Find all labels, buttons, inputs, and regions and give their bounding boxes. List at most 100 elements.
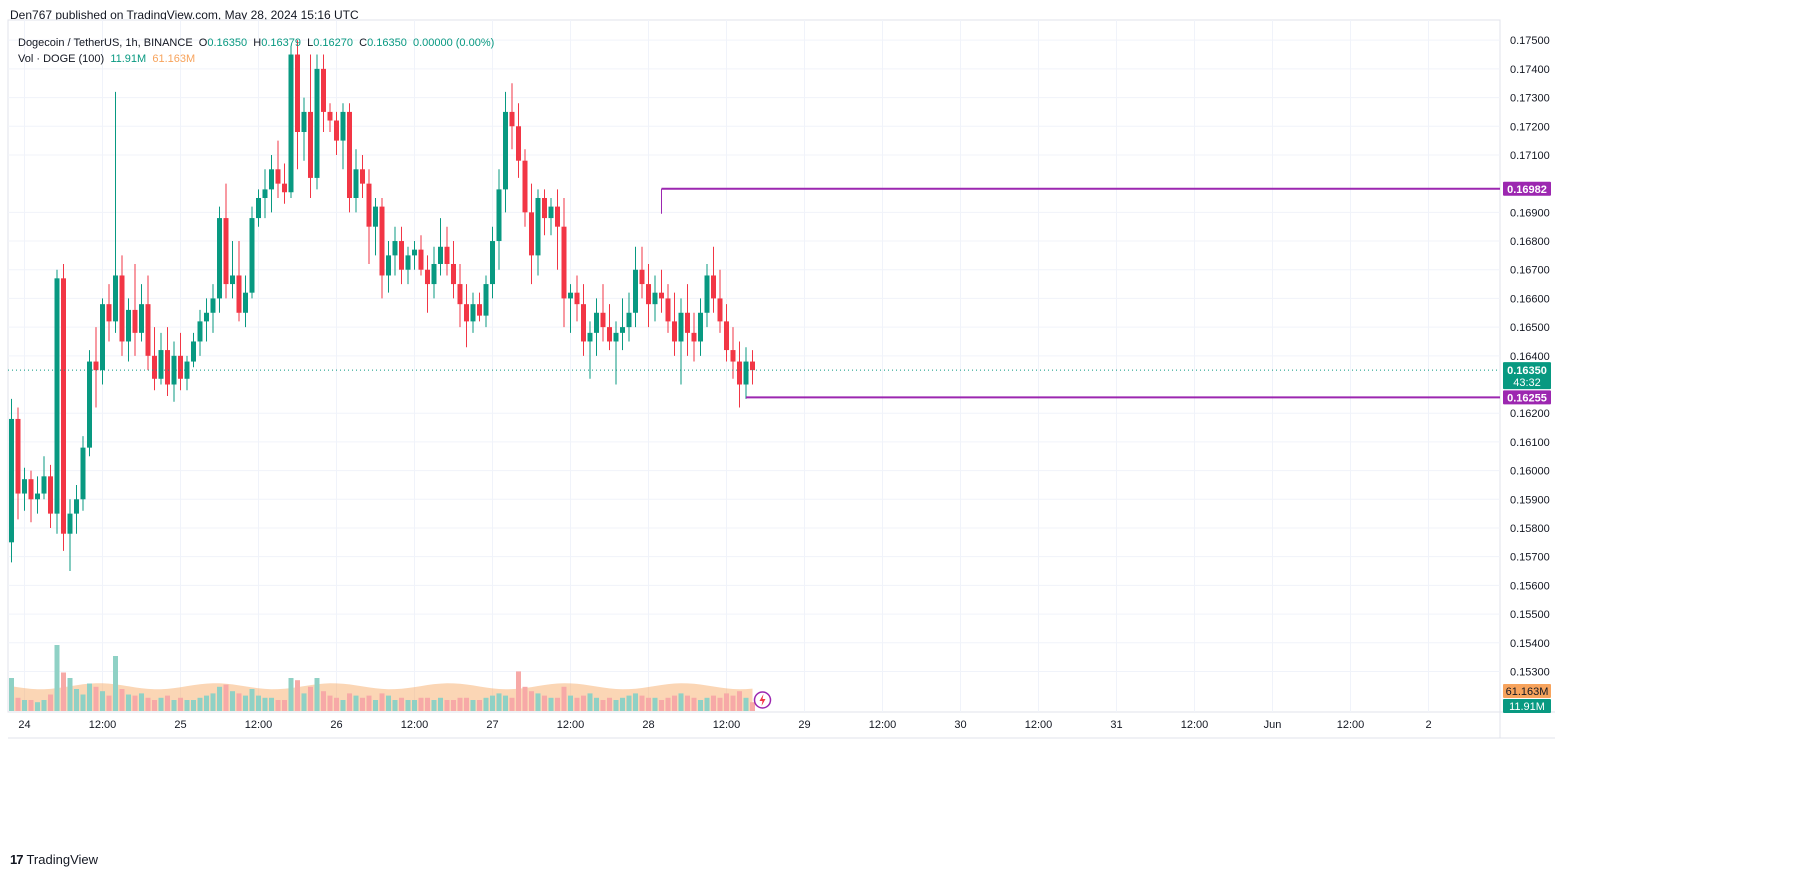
candle-body xyxy=(743,361,749,385)
candle-body xyxy=(308,111,313,178)
volume-bar xyxy=(399,697,404,711)
candle-body xyxy=(548,206,554,219)
volume-bar xyxy=(321,691,326,711)
volume-bar xyxy=(347,693,352,711)
y-tick-label: 0.16600 xyxy=(1510,293,1550,305)
x-tick-label: 12:00 xyxy=(245,719,273,731)
y-tick-label: 0.16100 xyxy=(1510,437,1550,449)
candle-body xyxy=(165,350,170,385)
candle-body xyxy=(672,321,677,342)
volume-bar xyxy=(308,686,313,711)
candle-body xyxy=(204,312,209,322)
volume-bar xyxy=(353,695,359,711)
x-tick-label: 28 xyxy=(642,719,654,731)
volume-bar xyxy=(704,697,710,711)
legend-c-label: C xyxy=(359,37,368,49)
candle-body xyxy=(542,197,547,219)
candle-body xyxy=(750,361,755,371)
candle-body xyxy=(35,493,40,500)
volume-bar xyxy=(386,695,391,711)
candle-body xyxy=(262,189,268,198)
candle-body xyxy=(626,312,632,328)
volume-bar xyxy=(282,700,287,711)
volume-bar xyxy=(685,695,690,711)
candle-body xyxy=(249,218,255,293)
volume-bar xyxy=(405,700,411,711)
volume-bar xyxy=(223,684,229,711)
volume-bar xyxy=(295,680,300,711)
candle-body xyxy=(685,312,690,333)
candle-body xyxy=(431,263,437,285)
candle-body xyxy=(145,304,151,356)
volume-bar xyxy=(639,695,645,711)
footer-brand[interactable]: 17 TradingView xyxy=(10,852,98,867)
last-price-tag xyxy=(1503,362,1551,390)
candle-body xyxy=(399,241,404,270)
candle-body xyxy=(295,54,300,132)
legend: Dogecoin / TetherUS, 1h, BINANCE O0.1635… xyxy=(18,35,494,67)
volume-bar xyxy=(594,697,599,711)
volume-bar xyxy=(288,678,294,711)
candle-body xyxy=(334,120,339,141)
candle-body xyxy=(139,304,144,333)
volume-bar xyxy=(503,695,508,711)
volume-bar xyxy=(67,678,73,711)
candle-body xyxy=(724,321,729,351)
volume-bar xyxy=(204,695,209,711)
candle-body xyxy=(516,126,521,161)
bar-countdown-label: 43:32 xyxy=(1513,377,1541,389)
volume-bar xyxy=(100,691,105,711)
candle-body xyxy=(379,206,385,276)
volume-bar xyxy=(412,700,417,711)
volume-bar xyxy=(711,695,716,711)
candle-body xyxy=(171,355,177,385)
volume-bar xyxy=(132,695,138,711)
x-tick-label: 25 xyxy=(174,719,186,731)
candle-body xyxy=(243,292,248,313)
volume-bar xyxy=(633,693,638,711)
volume-bar xyxy=(334,697,339,711)
candle-body xyxy=(353,169,359,198)
candle-body xyxy=(457,284,463,305)
volume-bar xyxy=(41,700,47,711)
x-tick-label: 12:00 xyxy=(401,719,429,731)
volume-bar xyxy=(35,702,40,711)
candle-body xyxy=(425,269,430,285)
volume-bar xyxy=(87,683,92,711)
candle-body xyxy=(223,218,229,285)
brand-name: TradingView xyxy=(26,852,99,867)
legend-vol-label: Vol · DOGE (100) xyxy=(18,53,105,65)
volume-bar xyxy=(54,645,60,711)
volume-bar xyxy=(191,700,196,711)
x-tick-label: 30 xyxy=(954,719,966,731)
legend-low: 0.16270 xyxy=(313,37,353,49)
volume-bar xyxy=(529,691,534,711)
volume-bar xyxy=(275,700,281,711)
volume-bar xyxy=(659,700,664,711)
volume-bar xyxy=(717,697,723,711)
candle-body xyxy=(327,111,333,121)
candle-body xyxy=(568,292,573,299)
candle-body xyxy=(717,298,723,322)
candle-body xyxy=(574,292,580,305)
candle-body xyxy=(438,246,443,264)
y-tick-label: 0.17500 xyxy=(1510,35,1550,47)
volume-bar xyxy=(477,700,482,711)
x-tick-label: 12:00 xyxy=(869,719,897,731)
y-tick-label: 0.15600 xyxy=(1510,580,1550,592)
legend-open: 0.16350 xyxy=(207,37,248,49)
volume-bar xyxy=(158,697,164,711)
x-tick-label: 31 xyxy=(1110,719,1122,731)
volume-bar xyxy=(698,700,703,711)
candle-body xyxy=(477,304,482,316)
candle-body xyxy=(691,332,697,342)
candle-body xyxy=(15,418,21,494)
volume-bar xyxy=(126,694,131,711)
candle-body xyxy=(9,418,14,543)
candle-body xyxy=(470,304,476,322)
candle-body xyxy=(405,255,411,270)
volume-bar xyxy=(119,689,125,711)
candle-body xyxy=(41,476,47,494)
volume-bar xyxy=(496,693,502,711)
